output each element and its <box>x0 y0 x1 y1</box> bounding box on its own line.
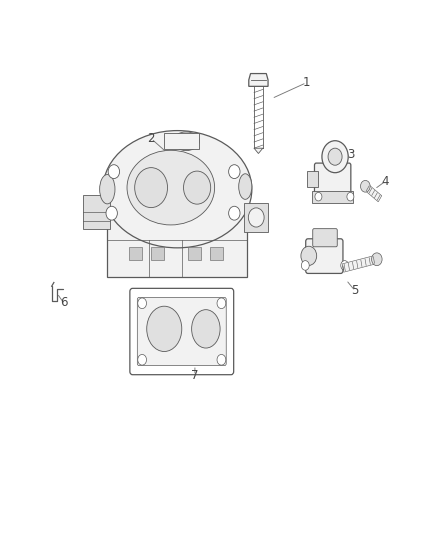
Bar <box>83 195 110 229</box>
Circle shape <box>371 253 382 265</box>
Circle shape <box>328 148 342 165</box>
Ellipse shape <box>184 171 211 204</box>
Bar <box>129 247 142 260</box>
Bar <box>151 247 164 260</box>
Circle shape <box>108 165 120 179</box>
Ellipse shape <box>173 132 199 150</box>
Text: 1: 1 <box>303 76 311 89</box>
Text: 5: 5 <box>351 284 358 297</box>
Circle shape <box>301 261 309 270</box>
FancyBboxPatch shape <box>130 288 234 375</box>
Bar <box>244 203 268 232</box>
Circle shape <box>301 246 317 265</box>
FancyBboxPatch shape <box>314 163 351 195</box>
Circle shape <box>138 354 146 365</box>
FancyBboxPatch shape <box>313 229 337 247</box>
Circle shape <box>138 298 146 309</box>
Ellipse shape <box>147 306 182 352</box>
FancyBboxPatch shape <box>137 297 226 366</box>
Ellipse shape <box>135 167 168 207</box>
Circle shape <box>322 141 348 173</box>
Bar <box>210 247 223 260</box>
Circle shape <box>347 192 354 201</box>
Text: 2: 2 <box>147 132 155 145</box>
Ellipse shape <box>99 174 115 204</box>
Circle shape <box>248 208 264 227</box>
Circle shape <box>106 206 117 220</box>
Polygon shape <box>343 255 376 272</box>
Circle shape <box>229 206 240 220</box>
Circle shape <box>217 298 226 309</box>
Polygon shape <box>254 148 263 154</box>
Bar <box>188 247 201 260</box>
Circle shape <box>217 354 226 365</box>
FancyBboxPatch shape <box>306 239 343 273</box>
Bar <box>312 191 353 203</box>
Circle shape <box>360 180 370 192</box>
Bar <box>307 171 318 187</box>
Ellipse shape <box>103 131 252 248</box>
Circle shape <box>315 192 322 201</box>
Text: 7: 7 <box>191 369 199 382</box>
Ellipse shape <box>191 310 220 348</box>
Bar <box>107 213 247 277</box>
Text: 6: 6 <box>60 296 67 309</box>
Polygon shape <box>249 74 268 86</box>
Text: 4: 4 <box>381 175 389 188</box>
Polygon shape <box>364 184 382 202</box>
Circle shape <box>229 165 240 179</box>
Bar <box>164 133 199 149</box>
Ellipse shape <box>127 150 215 225</box>
Text: 3: 3 <box>347 148 354 161</box>
Ellipse shape <box>239 174 252 199</box>
Circle shape <box>341 261 349 270</box>
